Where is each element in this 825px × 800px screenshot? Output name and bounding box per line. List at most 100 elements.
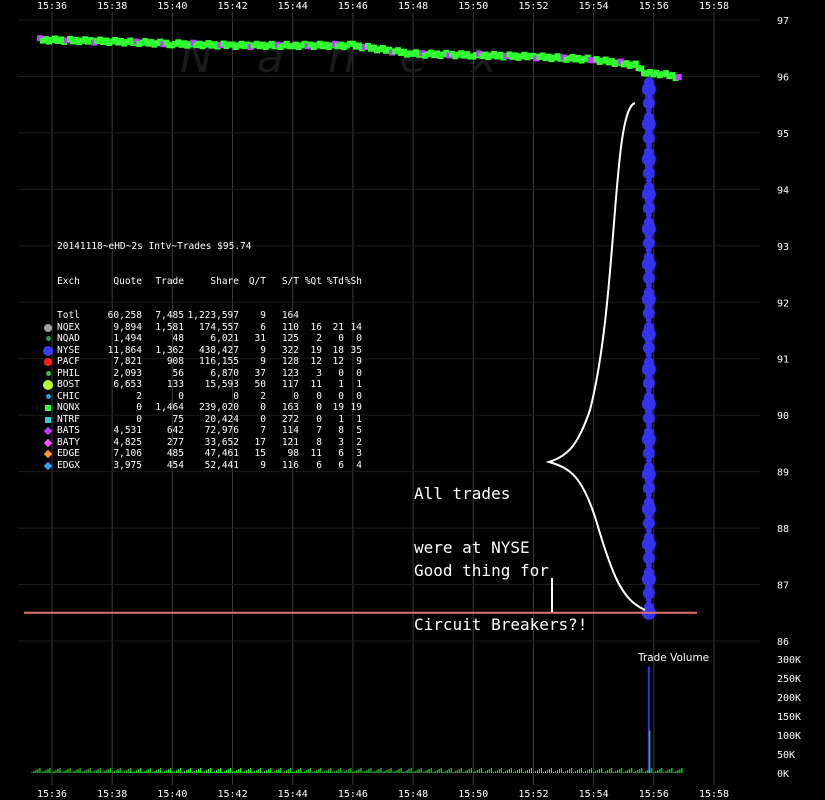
price-mark — [271, 43, 278, 50]
price-mark — [181, 40, 188, 47]
price-mark — [79, 37, 86, 44]
summary-cell: Trade — [155, 275, 184, 287]
price-mark — [497, 51, 504, 58]
summary-cell: 19 — [332, 402, 344, 413]
price-mark — [482, 51, 489, 58]
price-mark — [669, 72, 676, 79]
summary-cell: 1,464 — [155, 402, 184, 413]
price-mark — [623, 60, 630, 67]
nyse-trade-mark — [645, 492, 652, 499]
price-mark — [389, 49, 396, 56]
summary-row: CHIC 2 0 0 2 0 0 0 0 — [44, 391, 362, 403]
summary-cell: 17 — [254, 436, 266, 448]
price-mark — [524, 54, 531, 61]
nyse-trade-mark — [645, 317, 652, 324]
x-tick-label: 15:36 — [37, 1, 67, 12]
summary-cell: 60,258 — [107, 310, 142, 321]
price-mark — [401, 48, 408, 55]
price-mark — [187, 41, 194, 48]
price-mark — [166, 42, 173, 49]
price-mark — [643, 70, 650, 77]
summary-row: NYSE 11,864 1,362 438,427 9 322 19 18 35 — [43, 345, 362, 357]
summary-row: Totl 60,258 7,485 1,223,597 9 164 — [44, 310, 299, 322]
price-mark — [130, 40, 137, 47]
summary-cell: 12 — [310, 356, 322, 367]
summary-cell: 72,976 — [204, 425, 239, 436]
summary-cell: 56 — [172, 367, 184, 379]
price-mark — [509, 53, 516, 60]
summary-cell: 7,106 — [113, 448, 142, 459]
nyse-trade-mark — [641, 327, 656, 342]
nyse-trade-mark — [642, 377, 655, 390]
x-tick-label: 15:46 — [338, 789, 368, 800]
price-mark — [503, 52, 510, 59]
volume-tick-label: 250K — [777, 674, 801, 685]
summary-cell: 18 — [332, 344, 344, 356]
summary-cell: 11,864 — [107, 344, 142, 356]
price-mark — [437, 52, 444, 59]
exchange-marker-icon — [43, 345, 53, 356]
summary-cell: 121 — [281, 436, 299, 448]
y-tick-label: 89 — [777, 468, 789, 479]
summary-header-text: 20141118~eHD~2s Intv~Trades $95.74 — [57, 241, 252, 252]
summary-cell: 9 — [356, 356, 362, 367]
exchange-summary-table: 20141118~eHD~2s Intv~Trades $95.74 Exch Q… — [43, 218, 362, 483]
summary-cell: 2,093 — [113, 367, 142, 379]
price-mark — [190, 39, 197, 46]
nyse-trade-mark — [642, 517, 655, 530]
summary-cell: 9 — [260, 356, 266, 367]
price-mark — [121, 40, 128, 47]
price-mark — [557, 55, 564, 62]
price-mark — [554, 53, 561, 60]
volume-tick-label: 100K — [777, 731, 801, 742]
x-tick-label: 15:54 — [579, 1, 609, 12]
nyse-trade-mark — [645, 597, 652, 604]
price-mark — [331, 40, 338, 47]
summary-cell: 1,362 — [155, 344, 184, 356]
summary-cell: NQEX — [57, 321, 80, 333]
y-tick-label: 91 — [777, 355, 789, 366]
volume-tick-label: 300K — [777, 655, 801, 666]
price-mark — [494, 53, 501, 60]
price-mark — [226, 41, 233, 48]
price-mark — [605, 59, 612, 66]
price-mark — [672, 75, 679, 82]
price-mark — [346, 40, 353, 47]
summary-cell: 272 — [281, 413, 299, 425]
summary-cell: 8 — [316, 436, 322, 448]
summary-cell: BATS — [57, 425, 80, 436]
summary-cell: 8 — [338, 425, 344, 436]
summary-cell: 6,870 — [210, 367, 239, 379]
nyse-trade-mark — [642, 552, 655, 565]
summary-cell: 133 — [166, 379, 184, 390]
annotation-circuit-line2: Circuit Breakers?! — [414, 615, 588, 634]
exchange-marker-icon — [45, 416, 51, 423]
nyse-trade-mark — [645, 282, 652, 289]
price-mark — [398, 49, 405, 56]
price-mark — [629, 61, 636, 68]
nyse-trade-mark — [642, 482, 655, 495]
x-tick-label: 15:48 — [398, 1, 428, 12]
price-series — [36, 35, 682, 82]
summary-cell: 12 — [332, 356, 344, 367]
nyse-trade-mark — [645, 212, 652, 219]
summary-cell: 6 — [316, 459, 322, 471]
price-mark — [157, 38, 164, 45]
price-mark — [127, 37, 134, 44]
nyse-trade-mark — [641, 362, 656, 377]
nyse-trade-mark — [645, 457, 652, 464]
summary-row: BATS 4,531 642 72,976 7 114 7 8 5 — [43, 425, 362, 437]
annotation-nyse: All trades were at NYSE — [414, 449, 530, 575]
price-mark — [319, 43, 326, 50]
summary-cell: 0 — [338, 333, 344, 344]
price-mark — [461, 52, 468, 59]
nyse-trade-mark — [642, 202, 655, 215]
price-mark — [364, 42, 371, 49]
summary-cell: PHIL — [57, 367, 80, 379]
price-mark — [64, 37, 71, 44]
price-mark — [659, 71, 666, 78]
summary-row: PACF 7,821 908 116,155 9 128 12 12 9 — [44, 356, 362, 368]
price-mark — [334, 43, 341, 50]
price-mark — [413, 49, 420, 56]
summary-cell: 47,461 — [204, 448, 239, 459]
